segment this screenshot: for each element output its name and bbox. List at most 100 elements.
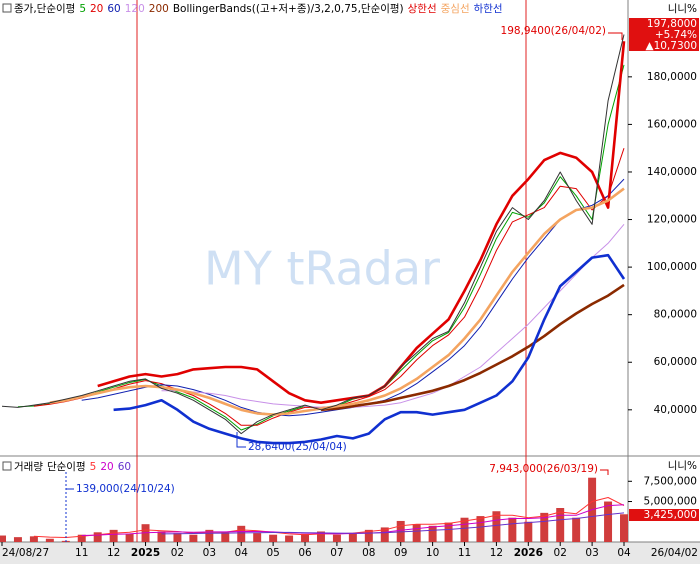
last-value-box (629, 40, 699, 51)
x-tick-label: 10 (426, 547, 439, 559)
x-tick-label: 12 (107, 547, 120, 559)
x-end-date: 26/04/02 (651, 547, 698, 559)
y-tick-label: 140,0000 (647, 166, 697, 178)
legend-label: 단순이평 (47, 461, 86, 473)
legend-checkbox[interactable] (2, 461, 12, 471)
min-annotation: 139,000(24/10/24) (76, 483, 175, 495)
volume-bar (13, 537, 22, 542)
x-tick-label: 12 (490, 547, 503, 559)
last-value-box (629, 29, 699, 40)
volume-bar (492, 511, 501, 542)
x-tick-label: 07 (330, 547, 343, 559)
volume-bar (316, 531, 325, 542)
volume-bar (380, 527, 389, 542)
legend-label: 거래량 (14, 461, 43, 473)
volume-bar (332, 534, 341, 542)
max-annotation: 7,943,000(26/03/19) (489, 463, 598, 475)
volume-bar (348, 533, 357, 542)
legend-entry: 중심선 (441, 3, 470, 15)
x-tick-label: 11 (75, 547, 88, 559)
volume-bar (0, 535, 6, 542)
legend-entry: 60 (118, 461, 131, 473)
legend-entry: 상한선 (408, 3, 437, 15)
x-tick-label: 06 (298, 547, 312, 559)
series-line (320, 283, 625, 412)
last-value-text: 197,8000 (647, 18, 697, 30)
volume-bar (93, 532, 102, 542)
volume-bar (125, 533, 134, 542)
x-tick-label: 04 (235, 547, 249, 559)
last-value-text: ▲10,7300 (646, 40, 698, 52)
volume-bar (604, 501, 613, 542)
legend-entry: 5 (79, 3, 86, 15)
volume-bar (540, 512, 549, 542)
volume-bar (45, 538, 54, 542)
y-tick-label: 120,0000 (647, 214, 697, 226)
x-tick-label: 03 (203, 547, 216, 559)
legend-label: 종가,단순이평 (14, 3, 75, 15)
last-value-box (629, 18, 699, 29)
legend-label: BollingerBands((고+저+종)/3,2,0,75,단순이평) (173, 3, 404, 15)
low-annotation: 28,6400(25/04/04) (248, 441, 347, 453)
volume-bar (109, 529, 118, 542)
low-pointer (236, 432, 246, 448)
x-tick-label: 11 (458, 547, 471, 559)
legend-entry: 20 (100, 461, 113, 473)
volume-bar (524, 521, 533, 542)
last-value-text: 3,425,000 (644, 509, 697, 521)
volume-bar (428, 525, 437, 542)
y-tick-label: 100,0000 (647, 261, 697, 273)
volume-bar (444, 522, 453, 542)
y-tick-label: 160,0000 (647, 118, 697, 130)
legend-entry: 200 (149, 3, 169, 15)
volume-bar (620, 514, 628, 542)
volume-bar (460, 517, 469, 542)
series-line (113, 253, 626, 445)
volume-bar (253, 533, 262, 542)
volume-bar (476, 516, 485, 542)
x-axis-strip (0, 542, 700, 564)
unit-toggle[interactable]: 니니% (668, 460, 697, 472)
volume-bar (77, 534, 86, 542)
unit-toggle[interactable]: 니니% (668, 3, 697, 15)
y-tick-label: 60,0000 (654, 356, 697, 368)
volume-bar (285, 535, 294, 542)
max-pointer (600, 469, 609, 475)
watermark: MY tRadar (204, 242, 440, 296)
legend-entry: 120 (125, 3, 145, 15)
series-line (161, 223, 625, 408)
x-tick-label: 04 (617, 547, 631, 559)
y-tick-label: 7,500,000 (644, 475, 697, 487)
x-tick-label: 2025 (131, 547, 160, 559)
volume-bar (221, 532, 230, 542)
y-tick-label: 180,0000 (647, 71, 697, 83)
series-line (49, 187, 625, 416)
x-tick-label: 2026 (514, 547, 543, 559)
high-annotation: 198,9400(26/04/02) (501, 25, 606, 37)
volume-bar (556, 508, 565, 542)
volume-bar (508, 517, 517, 542)
volume-bar (189, 534, 198, 542)
x-tick-label: 02 (554, 547, 567, 559)
volume-bar (364, 529, 373, 542)
x-tick-label: 03 (585, 547, 598, 559)
x-tick-label: 05 (266, 547, 279, 559)
last-value-box (629, 509, 699, 521)
volume-bar (301, 533, 310, 542)
volume-bar (269, 534, 278, 542)
y-tick-label: 80,0000 (654, 309, 697, 321)
volume-bar (173, 533, 182, 542)
x-tick-label: 02 (171, 547, 184, 559)
volume-bar (29, 536, 38, 542)
x-tick-label: 08 (362, 547, 375, 559)
legend-checkbox[interactable] (2, 3, 12, 13)
y-tick-label: 5,000,000 (644, 496, 697, 508)
high-pointer (608, 32, 623, 40)
x-tick-label: 24/08/27 (2, 547, 49, 559)
legend-entry: 5 (90, 461, 97, 473)
legend-entry: 60 (107, 3, 120, 15)
volume-bar (157, 531, 166, 542)
